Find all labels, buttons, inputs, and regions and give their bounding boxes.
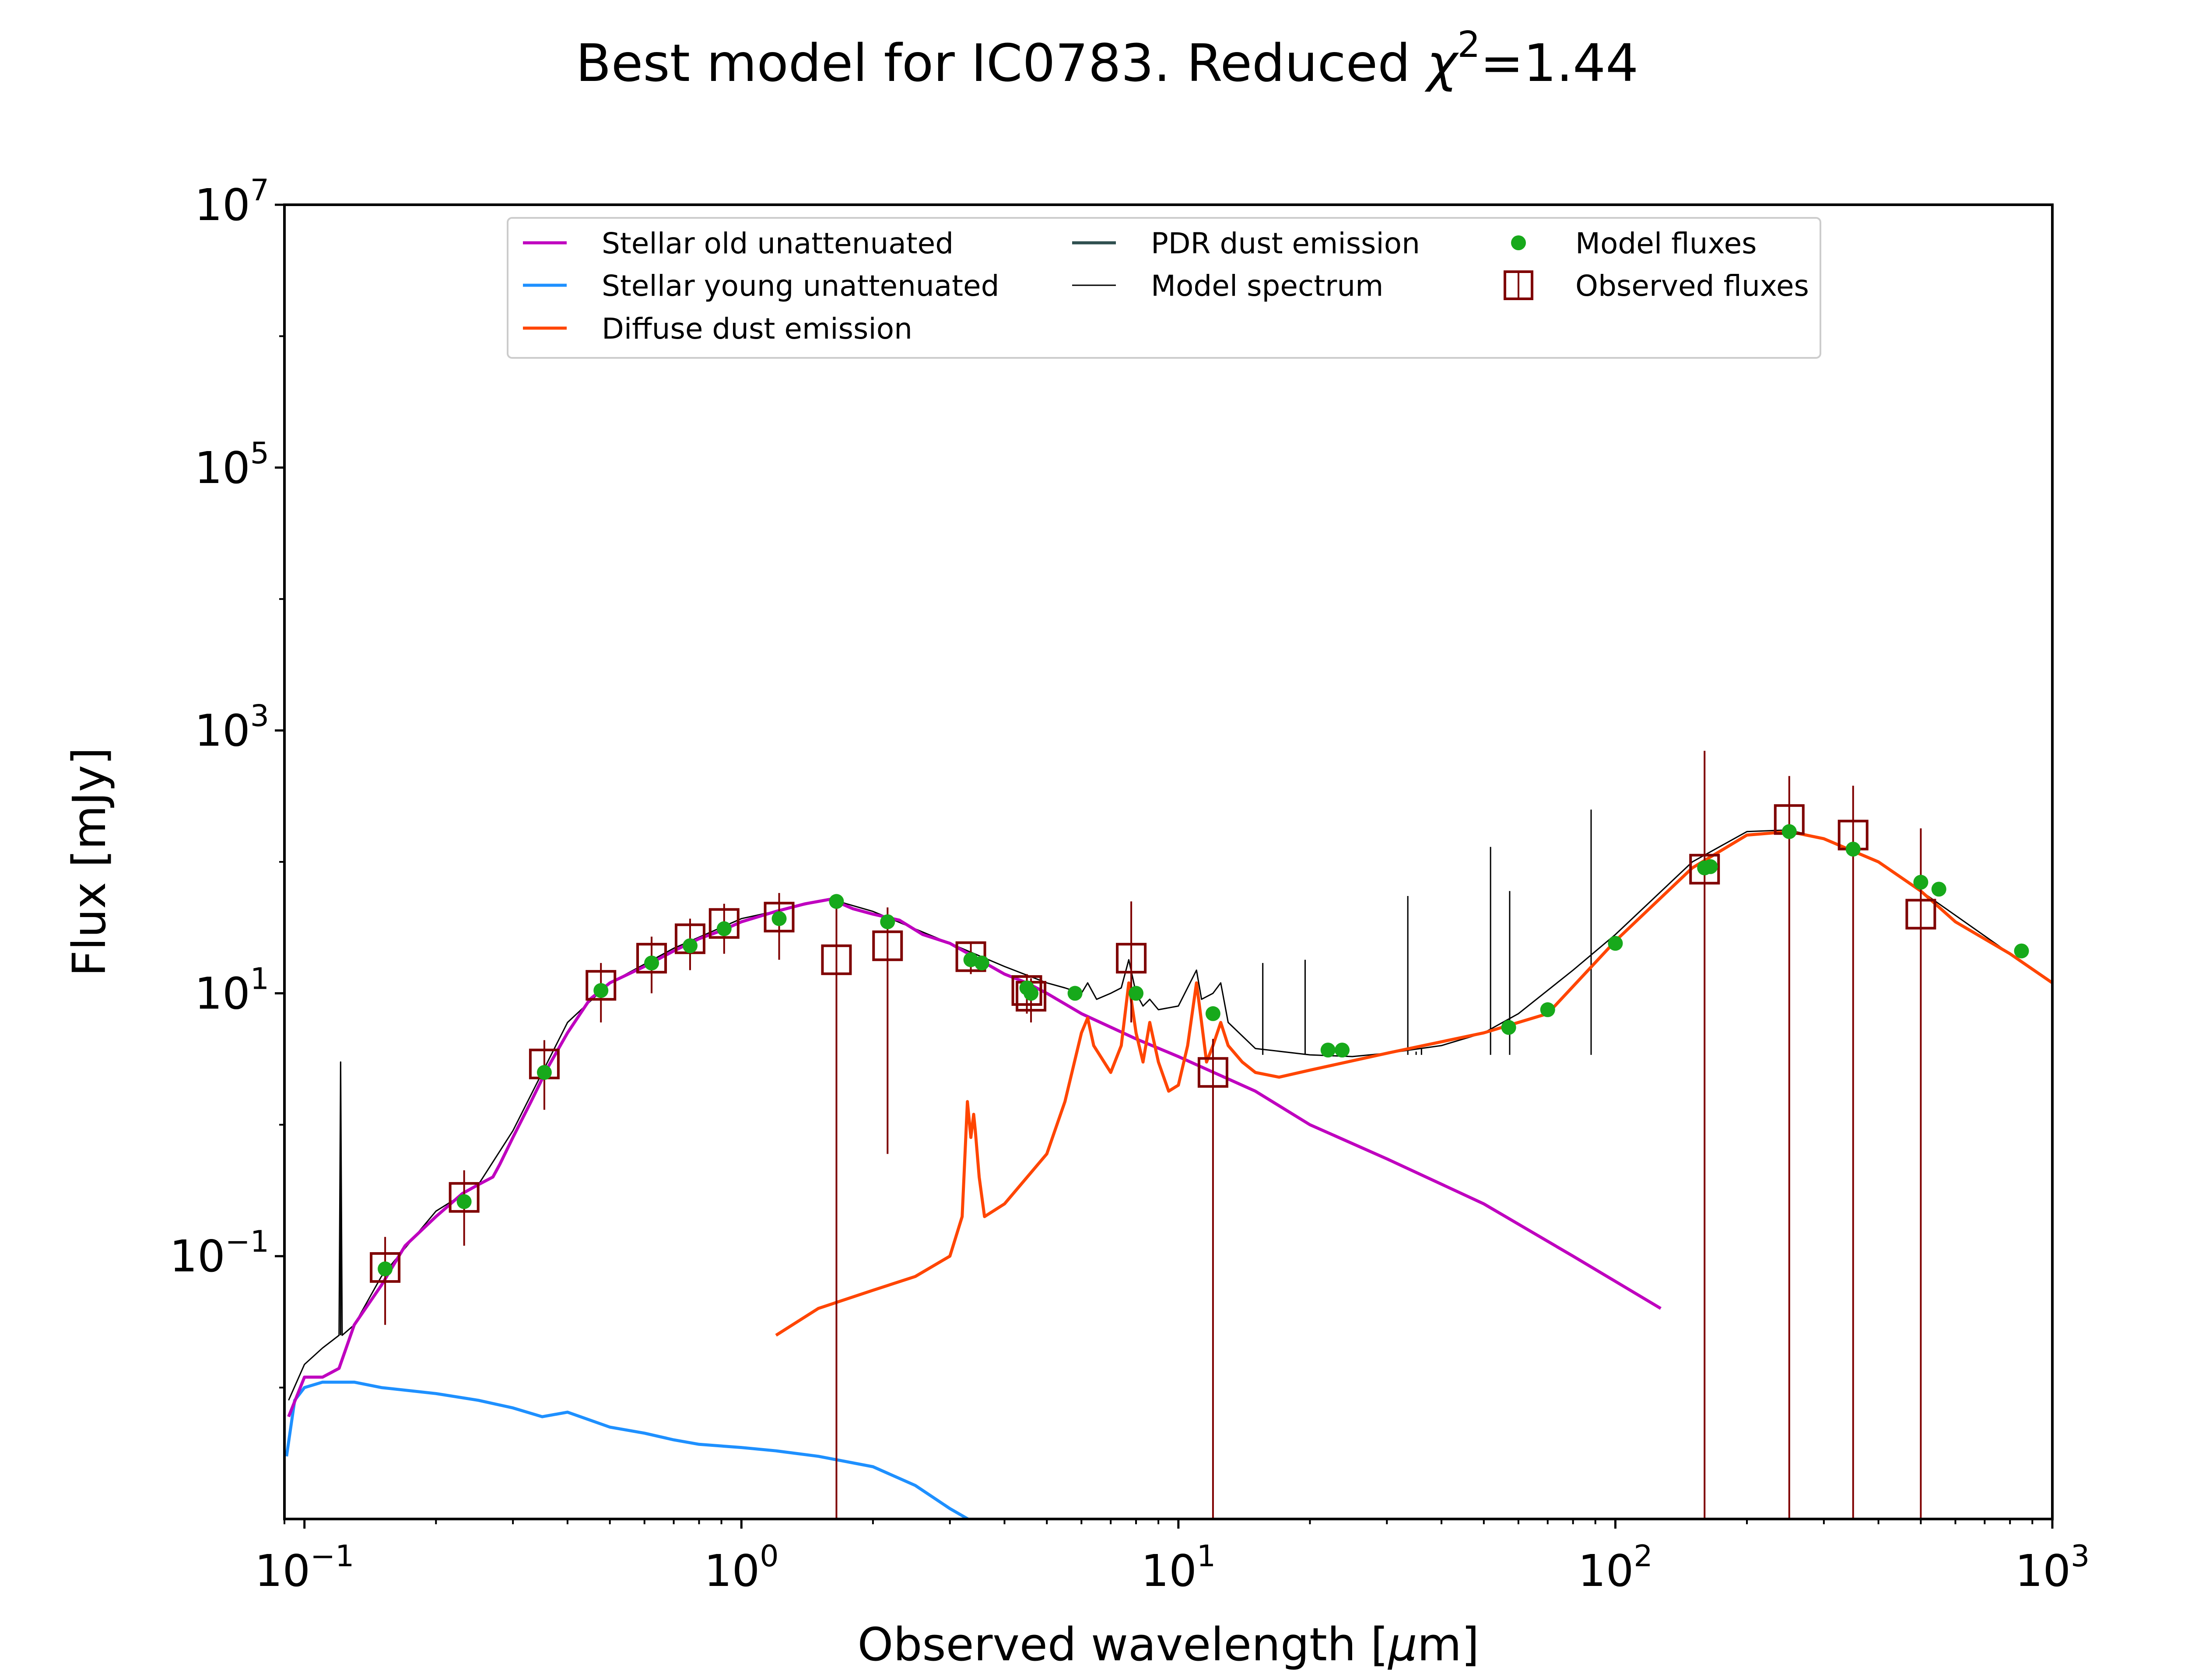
chart-title: Best model for IC0783. Reduced χ2=1.44 xyxy=(576,24,1639,93)
model-flux-point xyxy=(378,1261,393,1277)
model-flux-point xyxy=(1913,875,1929,890)
model-flux-point xyxy=(1129,986,1144,1001)
y-axis-label: Flux [mJy] xyxy=(63,747,116,976)
model-flux-point xyxy=(1703,859,1718,874)
x-tick-label: 101 xyxy=(1141,1539,1216,1596)
series-line-model-spectrum xyxy=(288,829,2052,1401)
series-line-diffuse-dust xyxy=(775,830,2052,1337)
model-flux-point xyxy=(1540,1002,1555,1017)
legend: Stellar old unattenuated Stellar young un… xyxy=(507,217,1821,359)
x-tick-label: 102 xyxy=(1578,1539,1653,1596)
legend-label: Model spectrum xyxy=(1151,269,1383,303)
x-tick-label: 103 xyxy=(2015,1539,2090,1596)
model-flux-point xyxy=(1024,986,1039,1001)
y-tick-label: 107 xyxy=(194,173,269,231)
legend-label: PDR dust emission xyxy=(1151,227,1420,260)
model-flux-point xyxy=(1608,936,1623,951)
y-axis: 10−1 101 103 105 107 xyxy=(170,173,284,1389)
model-flux-point xyxy=(716,921,732,936)
y-tick-label: 10−1 xyxy=(170,1225,270,1282)
y-tick-label: 105 xyxy=(194,436,269,494)
observed-flux-marker xyxy=(1197,1057,1228,1088)
model-flux-point xyxy=(974,956,989,971)
y-tick-label: 103 xyxy=(194,699,269,756)
observed-flux-marker xyxy=(1011,975,1042,1006)
observed-flux-marker xyxy=(586,970,617,1001)
model-flux-point xyxy=(1335,1043,1350,1058)
model-flux-point xyxy=(1205,1006,1220,1021)
observed-flux-marker xyxy=(1905,899,1936,930)
legend-label: Diffuse dust emission xyxy=(602,312,912,346)
observed-flux-marker xyxy=(1689,854,1720,885)
legend-box xyxy=(507,217,1821,359)
model-flux-point xyxy=(829,894,844,909)
series-line-stellar-young xyxy=(285,1380,969,1519)
model-flux-point xyxy=(456,1194,472,1209)
legend-label: Stellar old unattenuated xyxy=(602,227,954,260)
observed-flux-marker xyxy=(636,943,667,974)
model-flux-point xyxy=(771,911,787,926)
model-flux-point xyxy=(2014,943,2029,959)
plot-frame xyxy=(283,203,2054,1520)
y-tick-label: 101 xyxy=(194,962,269,1019)
model-flux-point xyxy=(644,956,659,971)
observed-flux-marker xyxy=(1116,943,1147,974)
observed-flux-marker xyxy=(872,930,903,961)
legend-label: Model fluxes xyxy=(1575,227,1757,260)
observed-flux-marker xyxy=(764,902,795,933)
model-flux-point xyxy=(1320,1043,1336,1058)
observed-flux-marker xyxy=(370,1252,401,1283)
model-flux-point xyxy=(1845,841,1861,857)
observed-flux-marker xyxy=(449,1182,480,1213)
observed-flux-marker xyxy=(821,944,852,975)
data-layer xyxy=(285,751,2052,1519)
x-tick-label: 100 xyxy=(704,1539,779,1596)
observed-flux-marker xyxy=(708,908,740,939)
model-flux-point xyxy=(682,938,698,953)
legend-swatch xyxy=(1511,235,1526,250)
model-flux-point xyxy=(536,1065,552,1080)
model-flux-point xyxy=(1931,882,1946,897)
model-flux-point xyxy=(880,914,895,929)
x-axis-label: Observed wavelength [μm] xyxy=(858,1618,1480,1671)
model-flux-point xyxy=(593,983,609,998)
model-flux-point xyxy=(1067,986,1083,1001)
series-line-stellar-old xyxy=(287,897,1662,1418)
x-axis: 10−1 100 101 102 103 xyxy=(255,1519,2090,1596)
legend-label: Stellar young unattenuated xyxy=(602,269,999,303)
model-flux-point xyxy=(1781,824,1797,839)
model-flux-point xyxy=(1501,1020,1516,1035)
x-tick-label: 10−1 xyxy=(255,1539,354,1596)
legend-label: Observed fluxes xyxy=(1575,269,1809,303)
